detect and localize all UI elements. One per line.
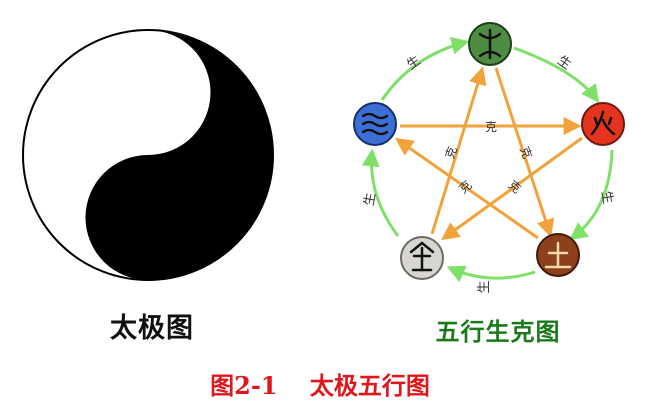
element-node-fire — [581, 102, 625, 146]
metal-glyph-icon — [409, 241, 435, 272]
overcome-cycle — [395, 66, 583, 241]
overcome-arrow-fire-metal — [441, 136, 583, 241]
generate-arrow-wood-fire — [513, 46, 600, 103]
overcome-label: 克 — [517, 145, 534, 161]
generate-label: 生 — [362, 192, 379, 207]
element-node-metal — [400, 236, 444, 280]
generate-arrow-earth-metal — [446, 265, 536, 283]
fire-node-circle — [581, 102, 625, 146]
generate-label: 生 — [477, 280, 492, 293]
wood-glyph-icon — [478, 28, 502, 60]
overcome-label: 克 — [443, 145, 460, 161]
yin-region — [85, 30, 273, 280]
water-glyph-icon — [361, 112, 389, 136]
generate-arrow-metal-water — [361, 148, 400, 237]
overcome-arrow-earth-water — [395, 137, 539, 240]
yang-eye — [135, 79, 161, 105]
element-node-water — [353, 102, 397, 146]
figure-title: 图2-1 太极五行图 — [210, 371, 430, 400]
overcome-arrow-metal-wood — [430, 66, 487, 235]
generate-label: 生 — [554, 53, 573, 73]
taiji-symbol — [22, 29, 274, 281]
earth-glyph-icon — [544, 241, 572, 269]
taiji-caption: 太极图 — [110, 313, 194, 344]
element-node-earth — [536, 233, 580, 277]
wuxing-diagram: 生 生 生 生 生 克 克 克 克 克 — [353, 22, 625, 294]
element-node-wood — [468, 22, 512, 66]
generate-cycle — [361, 36, 614, 283]
wuxing-caption: 五行生克图 — [435, 317, 561, 346]
generate-arrow-water-wood — [380, 36, 470, 101]
generate-arrow-fire-earth — [569, 149, 614, 241]
overcome-label: 克 — [485, 120, 497, 134]
fire-glyph-icon — [590, 110, 616, 136]
generate-label: 生 — [598, 190, 615, 205]
yin-eye — [135, 202, 161, 228]
overcome-arrow-wood-earth — [494, 67, 555, 238]
